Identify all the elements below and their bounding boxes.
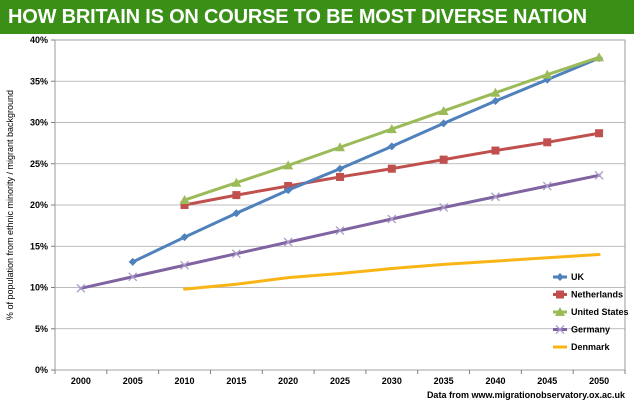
y-tick-label: 20% xyxy=(30,200,48,210)
x-tick-label: 2040 xyxy=(485,376,505,386)
legend: UK Netherlands United States Germany Denmark xyxy=(553,272,629,352)
y-axis-label: % of population from ethnic minority / m… xyxy=(5,90,15,320)
data-point xyxy=(128,257,137,266)
data-point xyxy=(283,160,294,170)
data-point xyxy=(232,191,241,200)
y-tick-label: 40% xyxy=(30,35,48,45)
data-point xyxy=(543,138,552,147)
series-netherlands xyxy=(180,129,604,209)
data-point xyxy=(556,290,564,299)
data-point xyxy=(335,226,345,236)
data-point xyxy=(595,129,604,138)
x-tick-label: 2015 xyxy=(226,376,246,386)
data-point xyxy=(231,249,241,259)
y-tick-label: 35% xyxy=(30,76,48,86)
x-tick-label: 2030 xyxy=(382,376,402,386)
data-point xyxy=(491,146,500,155)
data-point xyxy=(128,272,138,282)
x-tick-label: 2025 xyxy=(330,376,350,386)
data-point xyxy=(555,307,565,316)
data-point xyxy=(76,283,86,293)
data-point xyxy=(283,237,293,247)
data-point xyxy=(335,142,345,152)
data-point xyxy=(336,172,344,181)
source-note: Data from www.migrationobservatory.ox.ac… xyxy=(427,390,626,400)
data-point xyxy=(179,195,190,205)
data-point xyxy=(439,119,448,128)
data-point xyxy=(231,177,242,187)
data-point xyxy=(387,164,396,173)
legend-label: UK xyxy=(571,272,584,282)
data-point xyxy=(386,124,397,134)
data-point xyxy=(284,186,293,195)
data-point xyxy=(555,325,565,334)
y-tick-label: 25% xyxy=(30,159,48,169)
legend-label: United States xyxy=(571,307,629,317)
series-line xyxy=(183,253,601,291)
data-point xyxy=(438,105,449,115)
data-point xyxy=(542,181,552,191)
x-axis: 2000 2005 2010 2015 2020 2025 2030 2035 2040 2045… xyxy=(54,370,626,386)
series-uk xyxy=(128,54,604,266)
data-point xyxy=(594,170,604,180)
data-point xyxy=(180,201,189,209)
y-tick-label: 30% xyxy=(30,118,48,128)
data-point xyxy=(284,182,293,191)
y-tick-label: 5% xyxy=(35,324,48,334)
data-point xyxy=(232,209,241,218)
x-tick-label: 2000 xyxy=(71,376,91,386)
data-point xyxy=(180,260,190,270)
x-tick-label: 2035 xyxy=(434,376,454,386)
series-germany xyxy=(76,170,604,293)
series-denmark xyxy=(183,253,601,291)
x-tick-label: 2005 xyxy=(123,376,143,386)
x-tick-label: 2010 xyxy=(175,376,195,386)
data-point xyxy=(556,273,564,281)
data-point xyxy=(439,155,448,164)
x-tick-label: 2050 xyxy=(589,376,609,386)
data-point xyxy=(180,233,189,242)
series-line xyxy=(131,56,601,264)
x-tick-label: 2020 xyxy=(278,376,298,386)
data-point xyxy=(491,97,500,106)
x-tick-label: 2045 xyxy=(537,376,557,386)
data-point xyxy=(490,87,501,97)
data-point xyxy=(336,164,344,173)
data-point xyxy=(439,203,449,212)
y-tick-label: 0% xyxy=(35,365,48,375)
legend-label: Netherlands xyxy=(571,290,623,300)
legend-label: Germany xyxy=(571,325,610,335)
data-point xyxy=(490,192,500,202)
y-tick-label: 15% xyxy=(30,241,48,251)
legend-label: Denmark xyxy=(571,342,611,352)
series-united-states xyxy=(179,52,605,205)
y-axis: 0% 5% 10% 15% 20% 25% 30% 35% 40% xyxy=(30,35,625,375)
data-point xyxy=(594,52,605,62)
data-point xyxy=(387,214,397,224)
y-tick-label: 10% xyxy=(30,283,48,293)
line-chart: 0% 5% 10% 15% 20% 25% 30% 35% 40% 2000 2005 2010 201… xyxy=(5,35,629,400)
data-point xyxy=(542,69,553,79)
data-point xyxy=(387,142,396,151)
chart-title: HOW BRITAIN IS ON COURSE TO BE MOST DIVE… xyxy=(0,0,634,34)
